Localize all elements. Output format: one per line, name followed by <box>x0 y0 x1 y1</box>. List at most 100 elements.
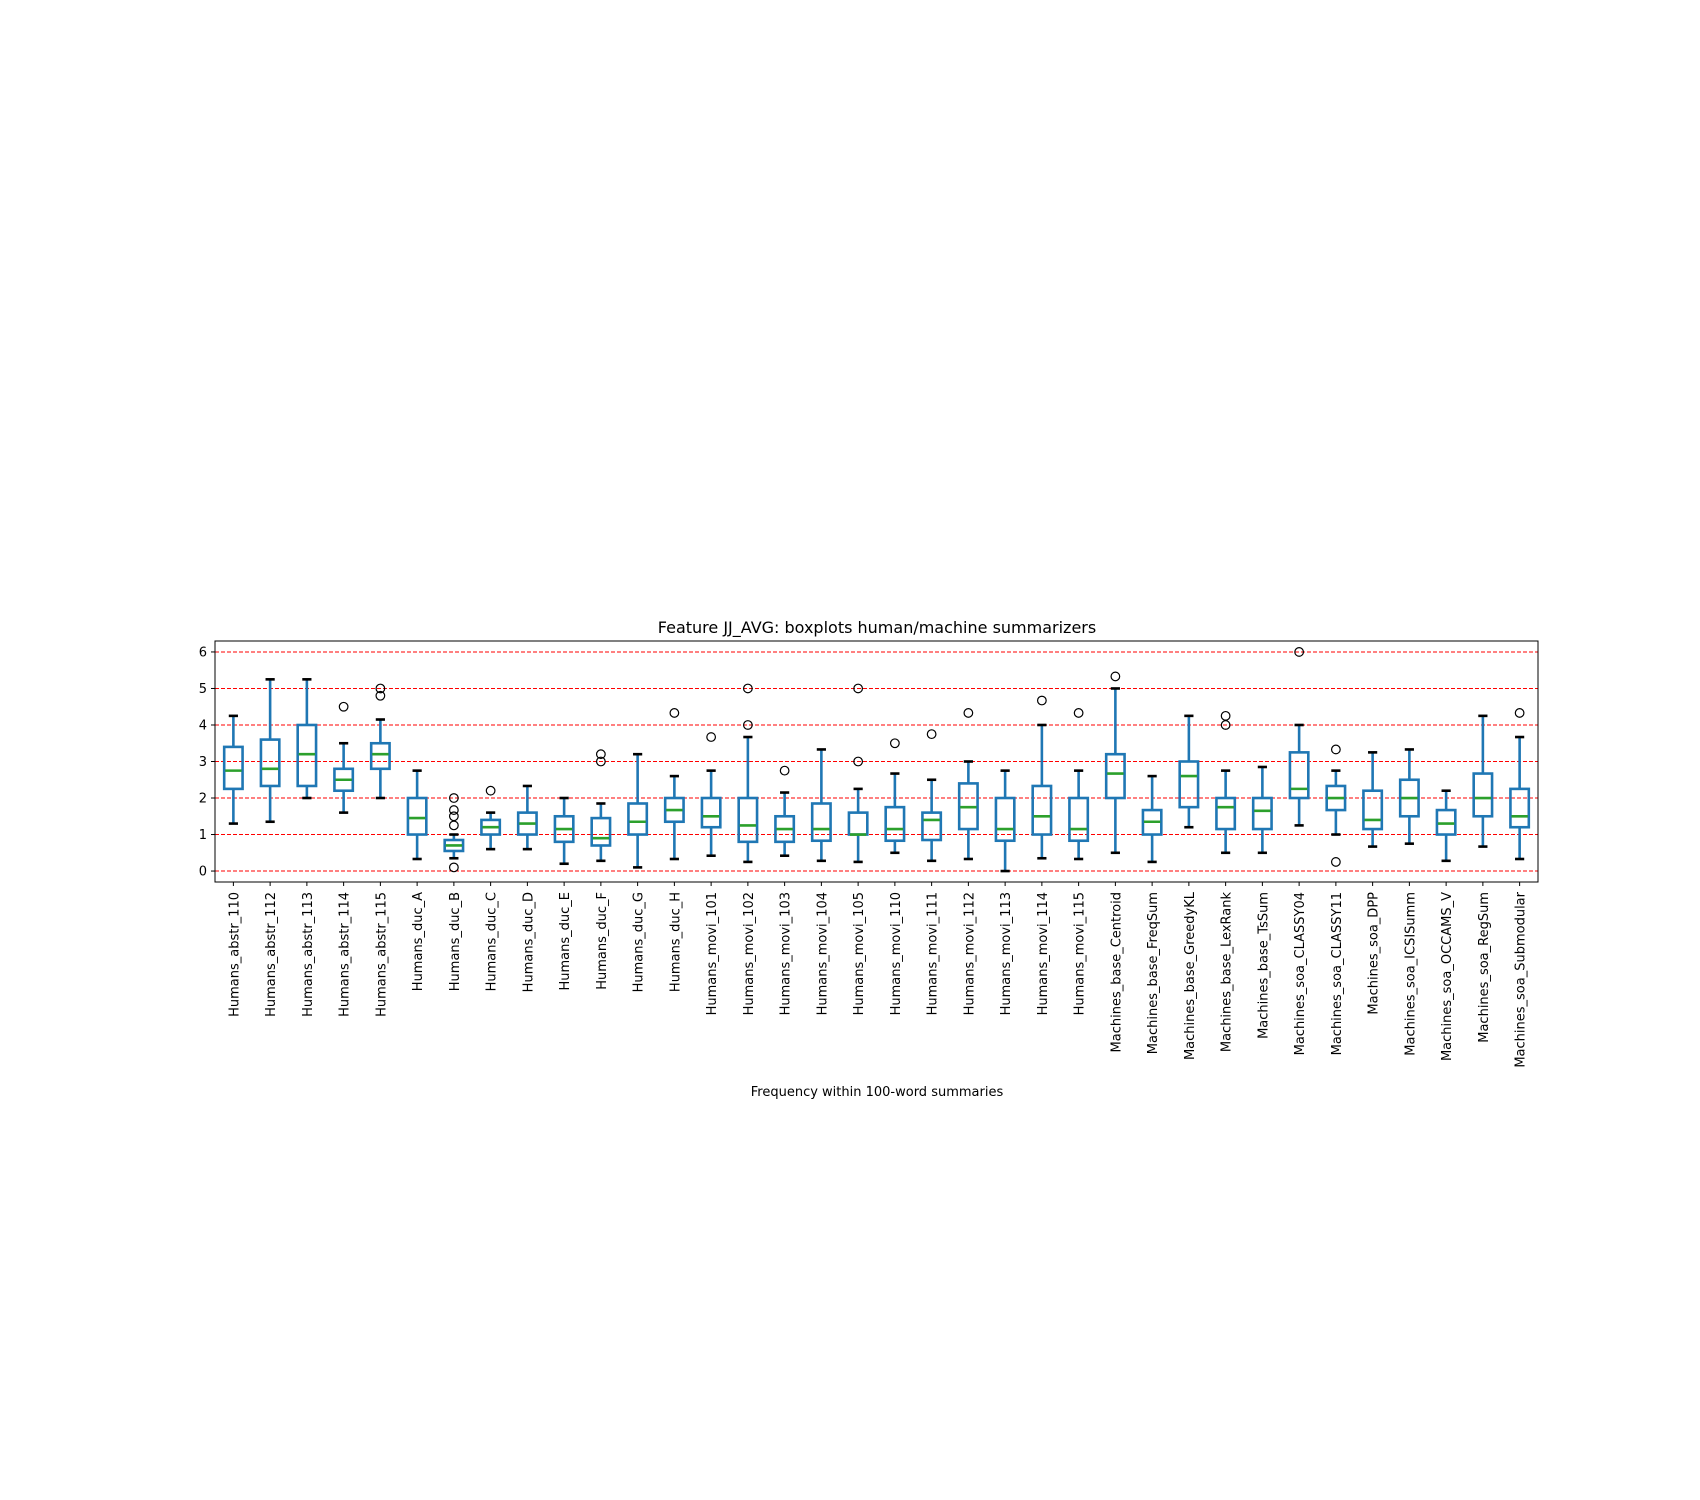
box <box>296 723 318 788</box>
box <box>737 796 759 844</box>
outlier-point <box>1294 647 1305 657</box>
outlier-point <box>1220 710 1231 721</box>
outlier-point <box>779 765 790 776</box>
x-tick-label: Humans_movi_101 <box>705 892 720 1015</box>
box <box>222 745 244 791</box>
outlier-point <box>448 811 459 822</box>
x-tick-label: Humans_movi_104 <box>815 892 830 1015</box>
box <box>627 802 649 836</box>
outlier-point <box>853 756 864 767</box>
outlier-point <box>853 683 864 694</box>
x-tick-label: Humans_duc_E <box>558 892 573 991</box>
x-tick-label: Machines_base_LexRank <box>1220 892 1235 1053</box>
x-tick-label: Humans_movi_111 <box>926 892 941 1015</box>
box <box>921 811 943 842</box>
outlier-point <box>338 701 349 712</box>
box <box>516 811 538 836</box>
x-tick-label: Humans_movi_110 <box>889 892 904 1015</box>
outlier-point <box>375 683 386 694</box>
x-tick-label: Humans_duc_B <box>448 892 463 991</box>
outlier-point <box>1514 708 1525 718</box>
plot-frame <box>214 640 1539 883</box>
box <box>1141 808 1163 836</box>
x-tick-label: Humans_movi_102 <box>742 892 757 1015</box>
outlier-point <box>595 756 606 767</box>
y-tick-label: 0 <box>199 865 207 880</box>
box <box>1288 751 1310 800</box>
box <box>480 818 502 836</box>
y-tick-label: 4 <box>199 718 207 733</box>
x-tick-label: Humans_movi_115 <box>1073 892 1088 1015</box>
x-tick-label: Humans_movi_113 <box>999 892 1014 1015</box>
box <box>590 816 612 847</box>
y-tick-label: 3 <box>199 755 207 770</box>
y-tick-label: 5 <box>199 682 207 697</box>
outlier-point <box>1330 857 1341 867</box>
box <box>774 814 796 844</box>
outlier-point <box>448 805 459 815</box>
box <box>700 796 722 829</box>
outlier-point <box>448 862 459 873</box>
outlier-point <box>1110 671 1121 682</box>
x-tick-label: Humans_duc_A <box>411 892 426 991</box>
y-tick-label: 6 <box>199 645 207 660</box>
outlier-point <box>1330 744 1341 755</box>
box <box>406 796 428 836</box>
box <box>553 814 575 844</box>
outlier-point <box>926 729 937 740</box>
x-tick-label: Humans_movi_112 <box>962 892 977 1015</box>
outlier-point <box>742 720 753 730</box>
x-tick-label: Humans_abstr_115 <box>374 892 389 1017</box>
box <box>369 741 391 771</box>
x-tick-label: Machines_soa_OCCAMS_V <box>1440 892 1455 1061</box>
x-tick-label: Humans_abstr_112 <box>264 892 279 1017</box>
box <box>1251 796 1273 831</box>
x-tick-label: Machines_soa_RegSum <box>1477 892 1492 1043</box>
box <box>1472 772 1494 818</box>
x-tick-label: Humans_duc_D <box>521 892 536 992</box>
box <box>1068 796 1090 843</box>
box <box>333 767 355 793</box>
box <box>810 802 832 843</box>
box <box>1435 808 1457 836</box>
x-tick-label: Machines_soa_Submodular <box>1514 891 1529 1067</box>
outlier-point <box>669 708 680 718</box>
box <box>957 782 979 831</box>
box <box>1031 784 1053 836</box>
outlier-point <box>375 690 386 701</box>
x-tick-label: Humans_movi_114 <box>1036 892 1051 1015</box>
x-tick-label: Machines_base_TsSum <box>1256 892 1271 1039</box>
x-tick-label: Machines_base_Centroid <box>1109 892 1124 1052</box>
x-tick-label: Humans_duc_F <box>595 892 610 990</box>
box <box>1509 787 1531 829</box>
y-tick-label: 1 <box>199 828 207 843</box>
x-tick-label: Humans_abstr_114 <box>338 892 353 1017</box>
outlier-point <box>1073 708 1084 718</box>
x-tick-label: Machines_soa_ICSISumm <box>1403 892 1418 1056</box>
box <box>1398 778 1420 818</box>
box <box>259 738 281 788</box>
box <box>994 796 1016 843</box>
x-tick-label: Humans_duc_C <box>485 892 500 991</box>
x-tick-label: Humans_duc_G <box>632 892 647 992</box>
outlier-point <box>706 732 717 742</box>
box <box>1362 789 1384 831</box>
x-axis-label: Frequency within 100-word summaries <box>751 1085 1004 1100</box>
outlier-point <box>485 785 496 796</box>
box <box>1215 796 1237 831</box>
x-tick-label: Machines_soa_DPP <box>1367 892 1382 1015</box>
x-tick-label: Humans_duc_H <box>668 892 683 992</box>
outlier-point <box>963 708 974 718</box>
x-tick-label: Humans_abstr_113 <box>301 892 316 1017</box>
box <box>443 838 465 853</box>
box <box>884 805 906 843</box>
plot-area: 0 1 2 3 4 5 6 Humans_abstr_110 Humans_abstr_112 H… <box>199 640 1539 1068</box>
x-tick-label: Machines_soa_CLASSY11 <box>1330 892 1345 1055</box>
y-tick-label: 2 <box>199 792 207 807</box>
x-tick-label: Machines_base_GreedyKL <box>1183 891 1198 1060</box>
outlier-point <box>448 793 459 803</box>
outlier-point <box>742 683 753 694</box>
box <box>663 796 685 824</box>
